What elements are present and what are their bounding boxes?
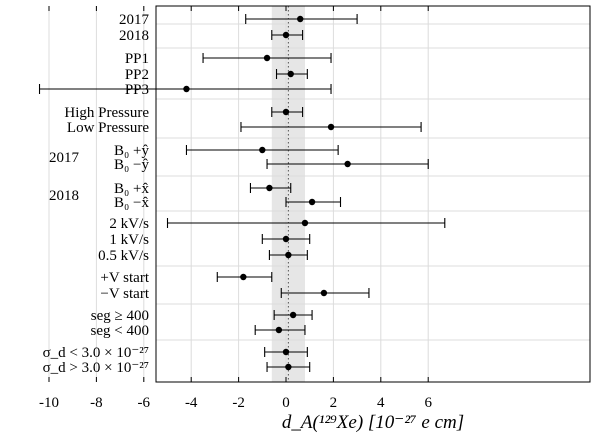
data-point xyxy=(301,219,309,227)
data-row xyxy=(254,325,306,335)
row-label: B₀ −x̂ xyxy=(114,195,149,211)
data-row xyxy=(264,347,308,357)
data-row xyxy=(271,30,304,40)
x-tick-label: 2 xyxy=(330,395,338,411)
row-label: Low Pressure xyxy=(67,120,149,136)
x-tick-label: -2 xyxy=(232,395,245,411)
data-row xyxy=(268,250,308,260)
group-label: 2018 xyxy=(49,188,79,204)
data-point xyxy=(344,160,351,168)
row-label: 2018 xyxy=(119,28,149,44)
x-tick-label: 0 xyxy=(282,395,290,411)
group-labels: 2017 2018 xyxy=(49,150,80,204)
data-row xyxy=(261,234,311,244)
row-label: −V start xyxy=(100,286,149,302)
data-row xyxy=(280,288,370,298)
row-label: σ_d > 3.0 × 10⁻²⁷ xyxy=(43,360,149,376)
data-point xyxy=(259,146,266,154)
row-label: +V start xyxy=(100,270,149,286)
data-point xyxy=(183,85,190,93)
row-label: 2 kV/s xyxy=(109,216,149,232)
data-point xyxy=(275,326,283,334)
data-row xyxy=(271,107,304,117)
plot-frame xyxy=(155,5,591,383)
data-point xyxy=(308,198,316,206)
grid-layer xyxy=(48,6,590,382)
row-label: High Pressure xyxy=(64,105,149,121)
data-point xyxy=(282,348,290,356)
data-row xyxy=(202,53,332,63)
data-point xyxy=(327,123,335,131)
data-row xyxy=(273,310,313,320)
data-row xyxy=(38,84,332,94)
data-point xyxy=(266,184,273,192)
data-row xyxy=(266,362,311,372)
group-label: 2017 xyxy=(49,150,80,166)
data-point xyxy=(240,273,247,281)
row-label: B₀ +ŷ xyxy=(114,143,149,159)
row-label: 2017 xyxy=(119,12,150,28)
data-row xyxy=(275,69,308,79)
x-tick-label: 4 xyxy=(377,395,385,411)
data-point xyxy=(282,108,290,116)
x-tick-label: -6 xyxy=(138,395,151,411)
row-label: σ_d < 3.0 × 10⁻²⁷ xyxy=(43,345,149,361)
data-point xyxy=(285,363,292,371)
row-label: B₀ −ŷ xyxy=(114,157,149,173)
data-point xyxy=(285,251,292,259)
data-point xyxy=(263,54,271,62)
data-row xyxy=(216,272,273,282)
row-label: PP1 xyxy=(125,51,149,67)
x-axis-title: d_A(¹²⁹Xe) [10⁻²⁷ e cm] xyxy=(282,412,464,433)
row-label: 0.5 kV/s xyxy=(98,248,149,264)
row-label: PP3 xyxy=(125,82,149,98)
marks-layer xyxy=(38,14,446,372)
data-row xyxy=(249,183,292,193)
x-tick-label: -8 xyxy=(90,395,103,411)
data-point xyxy=(297,15,304,23)
data-row xyxy=(185,145,339,155)
data-row xyxy=(285,197,342,207)
row-label: seg < 400 xyxy=(91,323,149,339)
data-point xyxy=(289,311,297,319)
data-point xyxy=(282,235,290,243)
row-label: B₀ +x̂ xyxy=(114,181,149,197)
data-row xyxy=(166,218,446,228)
row-label: PP2 xyxy=(125,67,149,83)
data-row xyxy=(240,122,422,132)
x-tick-label: 6 xyxy=(424,395,432,411)
data-row xyxy=(266,159,429,169)
x-axis-ticks: -10 -8 -6 -4 -2 0 2 4 6 xyxy=(39,6,432,411)
row-label: 1 kV/s xyxy=(109,232,149,248)
row-label: seg ≥ 400 xyxy=(91,308,149,324)
x-tick-label: -4 xyxy=(185,395,198,411)
plot-frame-layer xyxy=(155,5,591,383)
data-point xyxy=(282,31,290,39)
data-point xyxy=(320,289,328,297)
x-tick-label: -10 xyxy=(39,395,59,411)
data-row xyxy=(245,14,358,24)
data-point xyxy=(287,70,294,78)
